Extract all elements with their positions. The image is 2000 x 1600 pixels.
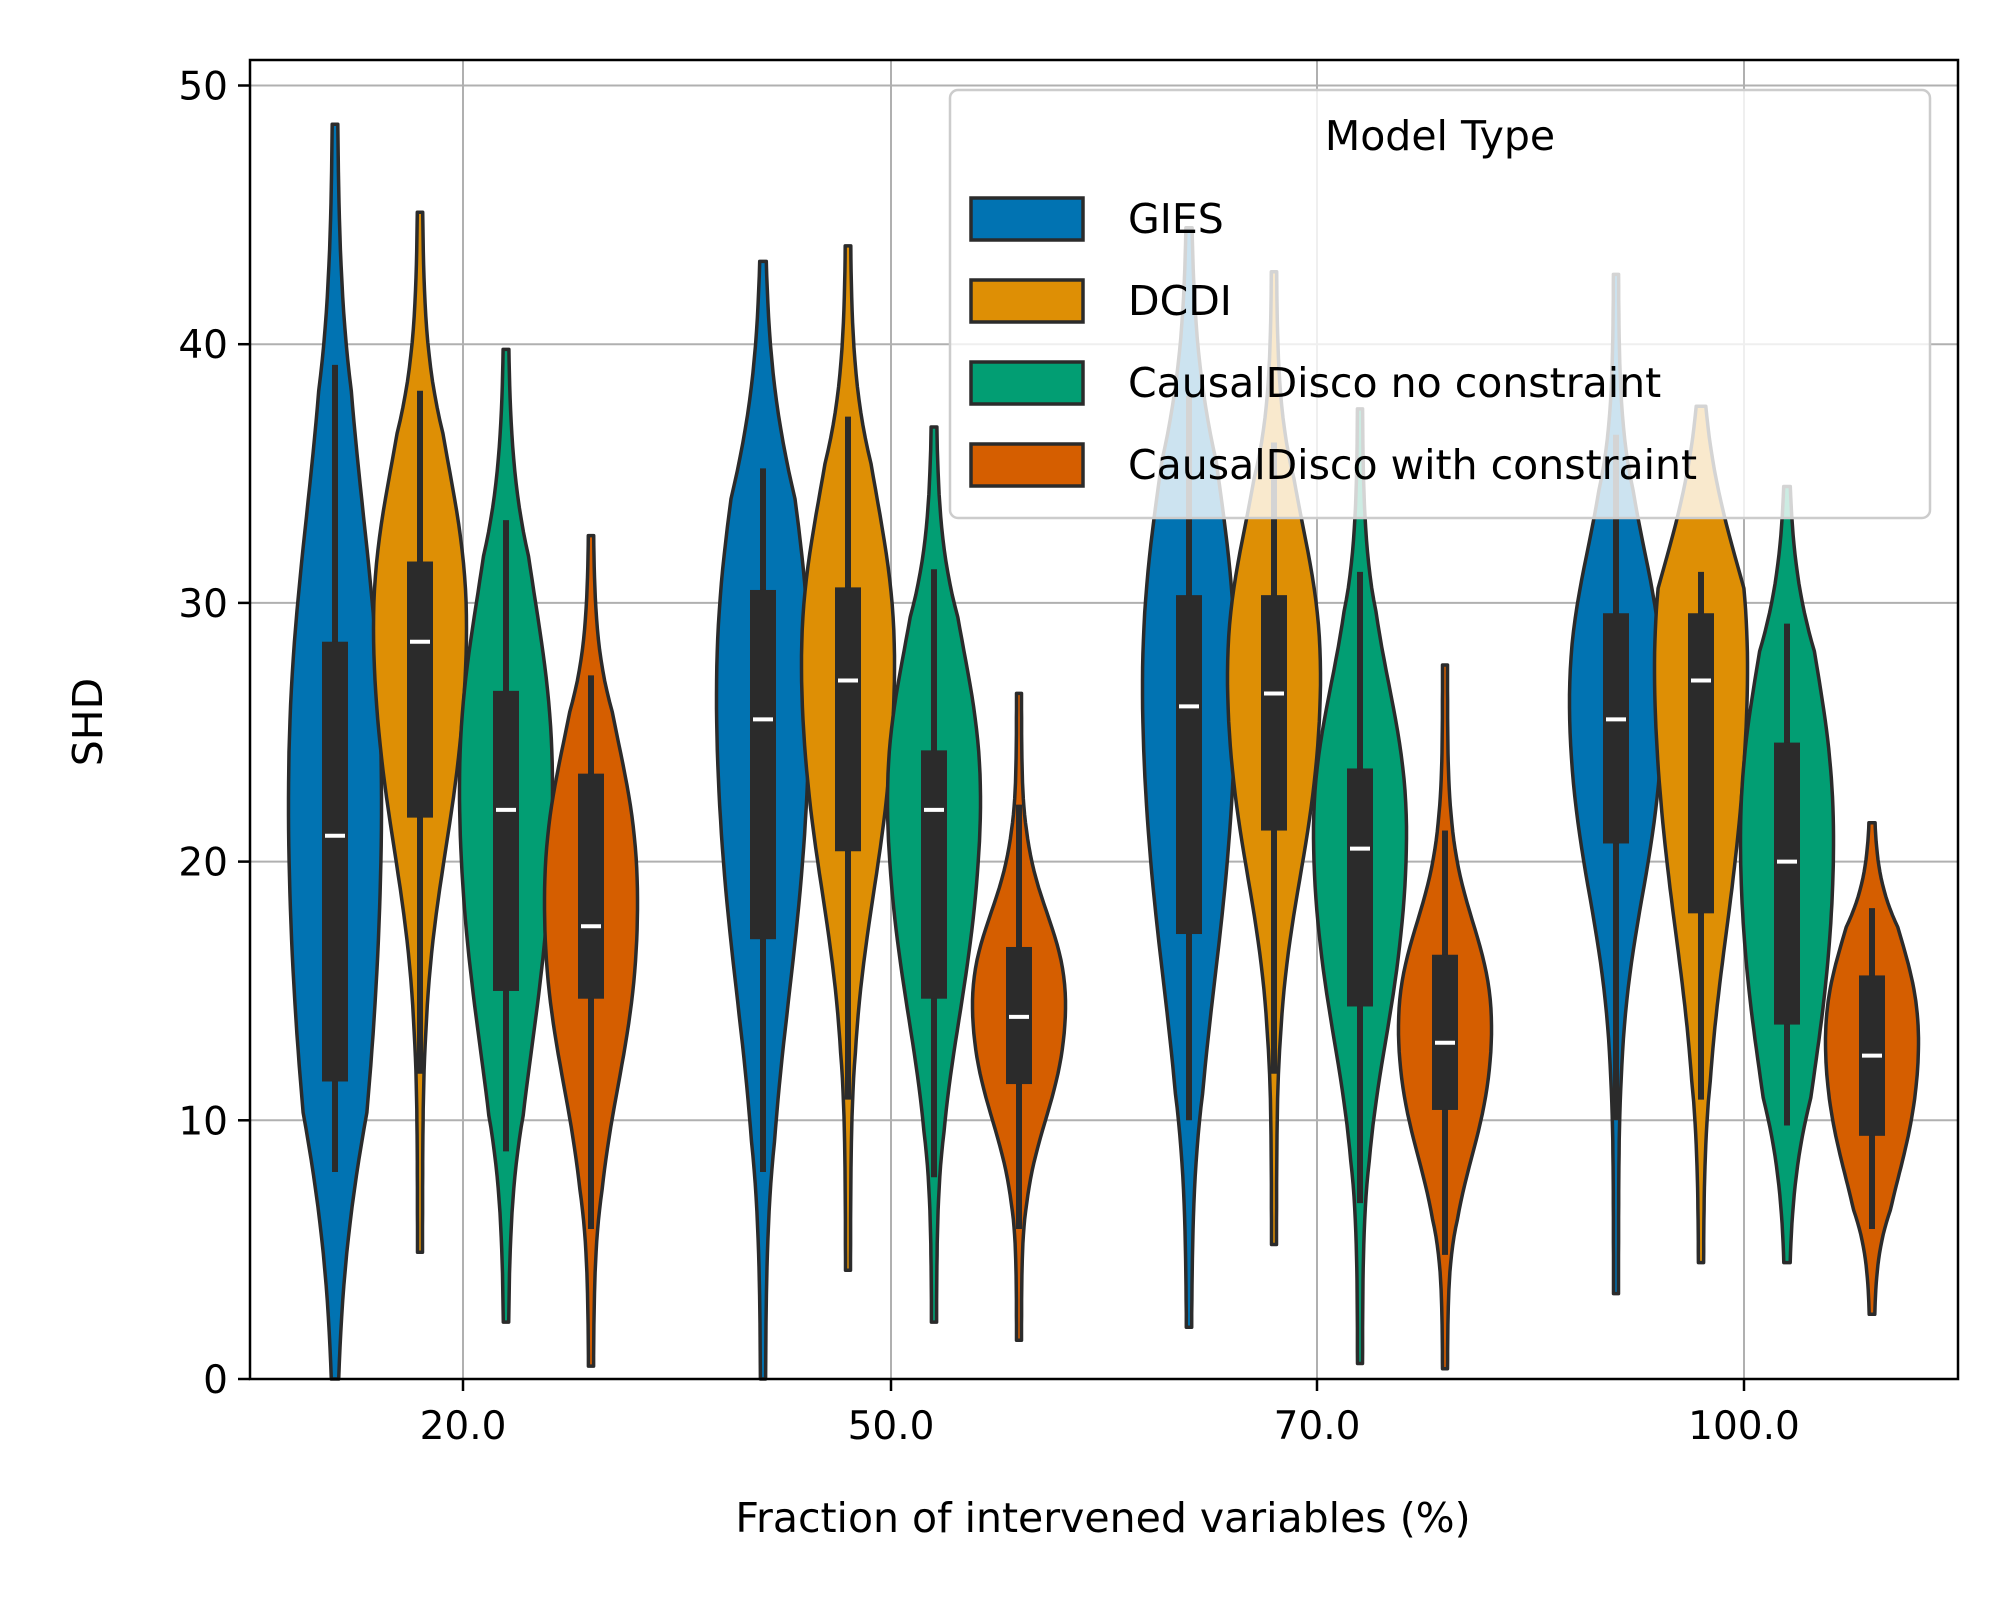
violin-iqr-box (407, 561, 433, 818)
y-tick-label: 10 (178, 1099, 228, 1144)
legend-swatch (969, 360, 1085, 406)
violin-iqr-box (1688, 613, 1714, 914)
x-tick-label: 70.0 (1274, 1404, 1361, 1449)
violin-iqr-box (1774, 742, 1800, 1025)
violin-iqr-box (750, 589, 776, 940)
violin-iqr-box (835, 587, 861, 852)
y-tick-label: 40 (178, 323, 228, 368)
legend-swatch (969, 196, 1085, 242)
violin-iqr-box (1347, 768, 1373, 1007)
y-axis-label: SHD (64, 678, 112, 766)
y-tick-label: 50 (178, 65, 228, 110)
axes-frame (248, 58, 1960, 1381)
x-axis: 20.0 50.0 70.0 100.0 (420, 1379, 1800, 1449)
x-tick-label: 20.0 (420, 1404, 507, 1449)
y-axis: 0 10 20 30 40 50 (178, 65, 250, 1403)
violin-iqr-box (322, 641, 348, 1082)
violin-iqr-box (1176, 595, 1202, 935)
legend-swatch (969, 442, 1085, 488)
legend-label: GIES (1128, 195, 1224, 243)
violin-iqr-box (1432, 954, 1458, 1110)
y-tick-label: 0 (203, 1358, 228, 1403)
x-tick-label: 50.0 (848, 1404, 935, 1449)
violin-iqr-box (493, 690, 519, 991)
violin-iqr-box (921, 750, 947, 999)
y-tick-label: 30 (178, 582, 228, 627)
y-tick-label: 20 (178, 841, 228, 886)
x-tick-label: 100.0 (1688, 1404, 1800, 1449)
violins (286, 122, 1921, 1381)
x-axis-label: Fraction of intervened variables (%) (735, 1494, 1470, 1542)
legend: Model Type GIES DCDI CausalDisco no constr… (948, 88, 1932, 520)
legend-swatch (969, 278, 1085, 324)
violin-iqr-box (1261, 595, 1287, 831)
violin-iqr-box (1603, 613, 1629, 844)
legend-entries: GIES DCDI CausalDisco no constraint CausalD… (969, 195, 1697, 489)
violin-iqr-box (578, 773, 604, 999)
legend-box (948, 88, 1932, 520)
legend-label: CausalDisco no constraint (1128, 359, 1661, 407)
legend-title: Model Type (1325, 112, 1555, 160)
legend-label: CausalDisco with constraint (1128, 441, 1697, 489)
legend-label: DCDI (1128, 277, 1232, 325)
